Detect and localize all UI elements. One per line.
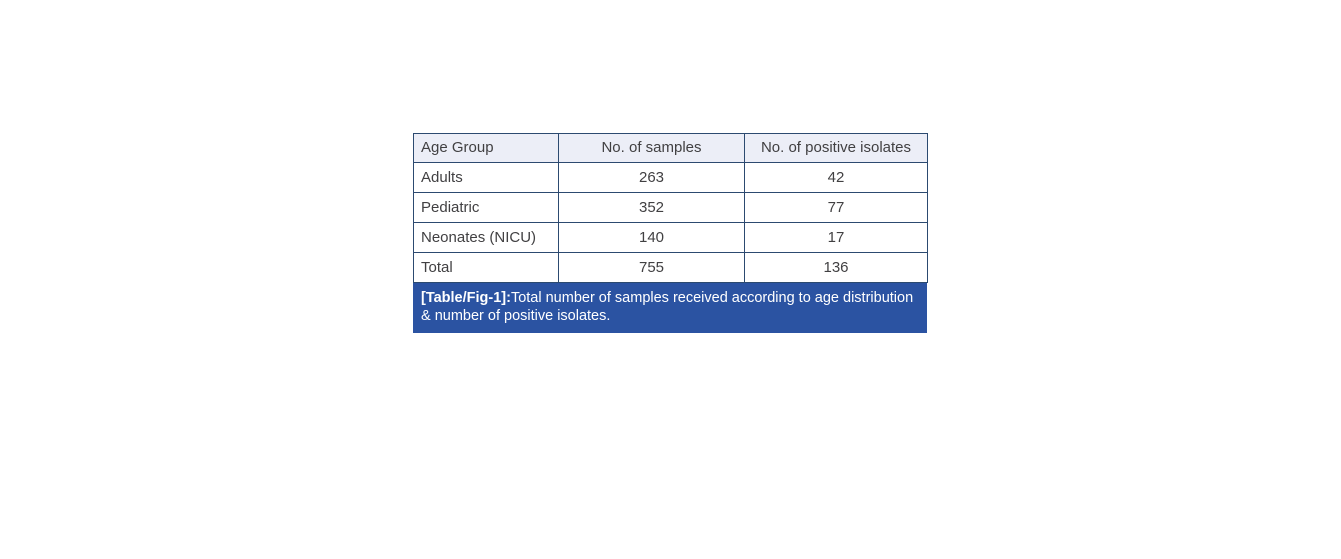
data-table: Age Group No. of samples No. of positive… [413, 133, 928, 283]
table-row-adults: Adults 263 42 [413, 162, 928, 193]
cell-samples: 352 [558, 192, 745, 223]
cell-samples: 140 [558, 222, 745, 253]
table-caption: [Table/Fig-1]:Total number of samples re… [413, 283, 927, 333]
table-row-pediatric: Pediatric 352 77 [413, 192, 928, 223]
cell-positive-isolates: 77 [744, 192, 928, 223]
table-fig-1: Age Group No. of samples No. of positive… [413, 133, 928, 333]
table-row-total: Total 755 136 [413, 252, 928, 283]
cell-samples: 755 [558, 252, 745, 283]
column-header-positive-isolates: No. of positive isolates [744, 133, 928, 163]
column-header-samples: No. of samples [558, 133, 745, 163]
cell-age-group: Total [413, 252, 559, 283]
cell-age-group: Adults [413, 162, 559, 193]
column-header-age-group: Age Group [413, 133, 559, 163]
cell-age-group: Pediatric [413, 192, 559, 223]
cell-positive-isolates: 17 [744, 222, 928, 253]
caption-label: [Table/Fig-1]: [421, 290, 511, 306]
cell-positive-isolates: 42 [744, 162, 928, 193]
cell-samples: 263 [558, 162, 745, 193]
cell-positive-isolates: 136 [744, 252, 928, 283]
caption-text: Total number of samples received accordi… [421, 290, 914, 324]
header-row: Age Group No. of samples No. of positive… [413, 133, 928, 163]
cell-age-group: Neonates (NICU) [413, 222, 559, 253]
table-row-neonates: Neonates (NICU) 140 17 [413, 222, 928, 253]
